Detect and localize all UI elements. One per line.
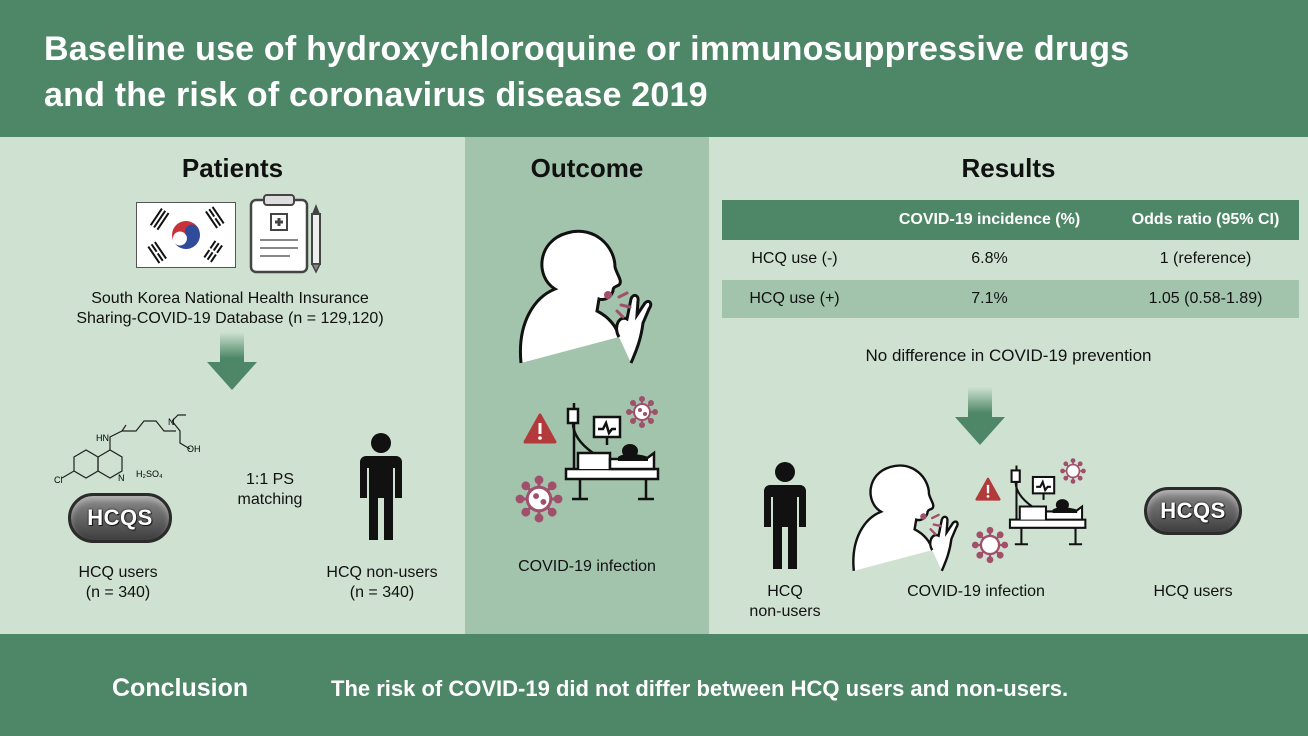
matching-line-2: matching: [237, 491, 303, 508]
chem-cl-label: Cl: [54, 475, 63, 485]
coughing-person-icon: [852, 464, 959, 572]
hcq-users-label: HCQ users: [78, 564, 158, 581]
hcq-users-count: (n = 340): [85, 584, 151, 601]
hospital-bed-icon: [564, 403, 660, 501]
virus-icon: [1060, 458, 1086, 484]
hcq-nonusers-label: HCQ non-users: [326, 564, 438, 581]
conclusion-label: Conclusion: [112, 674, 249, 702]
hcqs-pill-label: HCQS: [87, 505, 153, 530]
table-cell: 7.1%: [971, 290, 1008, 307]
table-cell: HCQ use (-): [751, 250, 838, 267]
hcqs-pill-icon: HCQS: [68, 493, 172, 543]
hospital-bed-icon: [1008, 465, 1087, 546]
person-icon: [360, 433, 402, 540]
chem-oh-label: OH: [187, 444, 201, 454]
warning-icon: [975, 477, 1001, 501]
table-header-cell: Odds ratio (95% CI): [1131, 211, 1280, 228]
database-line-1: South Korea National Health Insurance: [91, 290, 369, 307]
table-row: HCQ use (-) 6.8% 1 (reference): [722, 240, 1299, 278]
warning-icon: [523, 413, 557, 444]
header-banner: Baseline use of hydroxychloroquine or im…: [0, 0, 1308, 137]
patients-title: Patients: [181, 153, 284, 183]
down-arrow-icon: [207, 332, 257, 390]
table-header-cell: COVID-19 incidence (%): [898, 211, 1081, 228]
hcqs-pill-label: HCQS: [1160, 498, 1226, 523]
chem-n-label: N: [118, 473, 125, 483]
results-nonusers-line-2: non-users: [749, 603, 821, 620]
table-row: HCQ use (+) 7.1% 1.05 (0.58-1.89): [722, 280, 1299, 318]
hcq-nonusers-count: (n = 340): [349, 584, 415, 601]
table-cell: 1.05 (0.58-1.89): [1148, 290, 1263, 307]
title-line-2: and the risk of coronavirus disease 2019: [44, 76, 708, 114]
matching-line-1: 1:1 PS: [245, 471, 295, 488]
results-users-label: HCQ users: [1153, 583, 1233, 600]
table-header-row: COVID-19 incidence (%) Odds ratio (95% C…: [722, 200, 1299, 240]
conclusion-banner: Conclusion The risk of COVID-19 did not …: [0, 634, 1308, 736]
chem-salt-label: H₂SO₄: [136, 469, 163, 479]
table-header-cell: [722, 200, 867, 240]
hcqs-pill-icon: HCQS: [1144, 487, 1242, 535]
person-icon: [764, 462, 806, 569]
virus-icon: [626, 396, 658, 428]
outcome-title: Outcome: [530, 153, 644, 183]
results-panel: Results COVID-19 incidence (%) Odds rati…: [709, 137, 1308, 634]
results-nonusers-line-1: HCQ: [767, 583, 803, 600]
coughing-person-icon: [518, 229, 653, 364]
medical-clipboard-icon: [249, 194, 322, 274]
title-line-1: Baseline use of hydroxychloroquine or im…: [44, 30, 1130, 68]
outcome-panel: Outcome: [465, 137, 709, 634]
database-line-2: Sharing-COVID-19 Database (n = 129,120): [76, 310, 384, 327]
chem-n2-label: N: [168, 417, 175, 427]
chem-hn-label: HN: [96, 433, 109, 443]
table-cell: HCQ use (+): [749, 290, 840, 307]
virus-icon: [971, 526, 1009, 564]
table-cell: 6.8%: [971, 250, 1008, 267]
korea-flag-icon: [136, 202, 236, 268]
table-cell: 1 (reference): [1159, 250, 1252, 267]
patients-panel: Patients South Korea National Health Ins…: [0, 137, 465, 634]
results-title: Results: [961, 153, 1056, 183]
results-statement: No difference in COVID-19 prevention: [865, 346, 1152, 365]
hydroxychloroquine-structure-icon: Cl N HN N OH H₂SO₄: [54, 414, 201, 485]
results-infection-label: COVID-19 infection: [907, 583, 1045, 600]
virus-icon: [515, 475, 563, 523]
down-arrow-icon: [955, 387, 1005, 445]
outcome-infection-label: COVID-19 infection: [518, 558, 656, 575]
conclusion-text: The risk of COVID-19 did not differ betw…: [331, 676, 1069, 701]
